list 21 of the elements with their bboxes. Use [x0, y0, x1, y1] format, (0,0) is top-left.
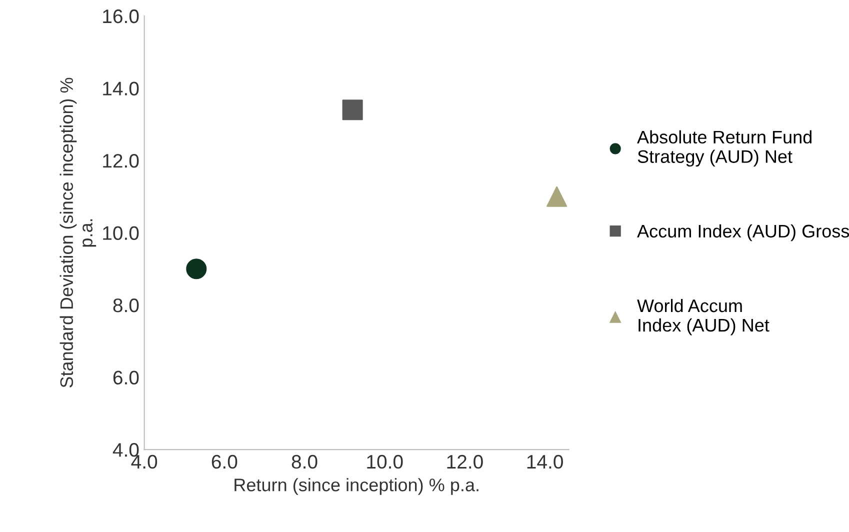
x-axis-title: Return (since inception) % p.a. — [234, 478, 478, 495]
y-tick-label: 10.0 — [103, 226, 139, 240]
y-tick-label: 4.0 — [112, 443, 139, 457]
y-tick-label: 6.0 — [113, 370, 139, 385]
y-tick-label: 12.0 — [103, 154, 139, 168]
point — [186, 258, 207, 280]
y-tick-label: 8.0 — [113, 298, 139, 312]
legend-label: World Accum Index (AUD) Net — [637, 298, 770, 336]
x-tick-label: 8.0 — [292, 454, 318, 469]
y-tick-label: 16.0 — [103, 9, 139, 24]
point — [342, 100, 363, 120]
x-tick-label: 6.0 — [212, 454, 238, 469]
x-tick-label: 14.0 — [527, 454, 563, 469]
legend-label: Accum Index (AUD) Gross — [637, 224, 849, 242]
x-tick-label: 4.0 — [131, 454, 158, 469]
y-tick-label: 14.0 — [103, 82, 139, 96]
x-tick-label: 12.0 — [447, 454, 483, 469]
legend-label: Absolute Return Fund Strategy (AUD) Net — [637, 130, 812, 167]
x-tick-label: 10.0 — [367, 454, 403, 469]
point — [546, 186, 568, 207]
y-axis-title: Standard Deviation (since inception) % p.a. — [60, 78, 96, 388]
